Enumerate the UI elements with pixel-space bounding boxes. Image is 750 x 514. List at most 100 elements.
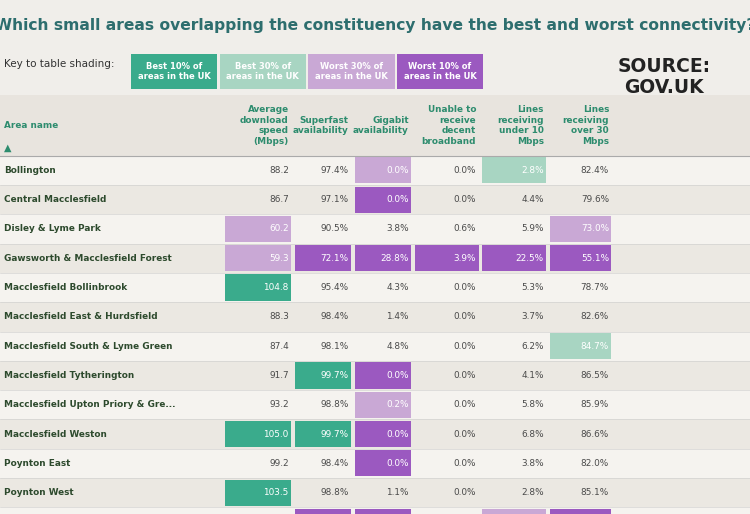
Text: 0.0%: 0.0% (386, 195, 409, 204)
FancyBboxPatch shape (355, 509, 411, 514)
Text: 60.2: 60.2 (269, 225, 289, 233)
Text: 0.6%: 0.6% (454, 225, 476, 233)
Text: 72.1%: 72.1% (321, 254, 349, 263)
Text: 85.1%: 85.1% (580, 488, 609, 497)
Text: Macclesfield Bollinbrook: Macclesfield Bollinbrook (4, 283, 127, 292)
Text: 87.4: 87.4 (269, 342, 289, 351)
FancyBboxPatch shape (131, 54, 218, 89)
Text: 0.0%: 0.0% (386, 166, 409, 175)
FancyBboxPatch shape (355, 187, 411, 213)
Text: 2.8%: 2.8% (521, 166, 544, 175)
Text: 4.8%: 4.8% (386, 342, 409, 351)
FancyBboxPatch shape (355, 450, 411, 476)
FancyBboxPatch shape (0, 478, 750, 507)
FancyBboxPatch shape (550, 509, 611, 514)
Text: 6.2%: 6.2% (521, 342, 544, 351)
FancyBboxPatch shape (295, 421, 351, 447)
Text: Macclesfield South & Lyme Green: Macclesfield South & Lyme Green (4, 342, 172, 351)
Text: 59.3: 59.3 (269, 254, 289, 263)
Text: 0.0%: 0.0% (454, 430, 476, 438)
FancyBboxPatch shape (355, 245, 411, 271)
FancyBboxPatch shape (397, 54, 483, 89)
Text: 0.2%: 0.2% (386, 400, 409, 409)
Text: Key to table shading:: Key to table shading: (4, 59, 114, 69)
Text: 55.1%: 55.1% (580, 254, 609, 263)
FancyBboxPatch shape (0, 419, 750, 449)
Text: 0.0%: 0.0% (454, 371, 476, 380)
FancyBboxPatch shape (225, 216, 291, 242)
Text: 0.0%: 0.0% (454, 488, 476, 497)
Text: 93.2: 93.2 (269, 400, 289, 409)
Text: Average
download
speed
(Mbps): Average download speed (Mbps) (240, 105, 289, 145)
FancyBboxPatch shape (550, 216, 611, 242)
Text: 28.8%: 28.8% (380, 254, 409, 263)
Text: 86.5%: 86.5% (580, 371, 609, 380)
Text: 0.0%: 0.0% (454, 166, 476, 175)
FancyBboxPatch shape (308, 54, 394, 89)
FancyBboxPatch shape (415, 245, 478, 271)
Text: 105.0: 105.0 (263, 430, 289, 438)
FancyBboxPatch shape (0, 214, 750, 244)
Text: 3.8%: 3.8% (386, 225, 409, 233)
Text: Worst 30% of
areas in the UK: Worst 30% of areas in the UK (315, 62, 388, 81)
FancyBboxPatch shape (355, 421, 411, 447)
Text: 3.8%: 3.8% (521, 459, 544, 468)
FancyBboxPatch shape (550, 245, 611, 271)
Text: 4.1%: 4.1% (521, 371, 544, 380)
FancyBboxPatch shape (482, 157, 546, 183)
Text: 4.3%: 4.3% (386, 283, 409, 292)
FancyBboxPatch shape (0, 244, 750, 273)
Text: Poynton East: Poynton East (4, 459, 70, 468)
Text: 84.7%: 84.7% (580, 342, 609, 351)
Text: 0.0%: 0.0% (454, 342, 476, 351)
FancyBboxPatch shape (0, 390, 750, 419)
Text: 97.4%: 97.4% (321, 166, 349, 175)
Text: 0.0%: 0.0% (454, 195, 476, 204)
Text: 5.8%: 5.8% (521, 400, 544, 409)
Text: 97.1%: 97.1% (321, 195, 349, 204)
Text: 99.7%: 99.7% (321, 430, 349, 438)
FancyBboxPatch shape (0, 302, 750, 332)
Text: 78.7%: 78.7% (580, 283, 609, 292)
Text: 1.4%: 1.4% (386, 313, 409, 321)
Text: Gigabit
availability: Gigabit availability (353, 116, 409, 135)
Text: 99.2: 99.2 (269, 459, 289, 468)
FancyBboxPatch shape (295, 509, 351, 514)
Text: 2.8%: 2.8% (521, 488, 544, 497)
FancyBboxPatch shape (355, 362, 411, 389)
Text: Bollington: Bollington (4, 166, 55, 175)
Text: 6.8%: 6.8% (521, 430, 544, 438)
Text: Poynton West: Poynton West (4, 488, 74, 497)
FancyBboxPatch shape (0, 185, 750, 214)
Text: 82.4%: 82.4% (580, 166, 609, 175)
Text: 3.7%: 3.7% (521, 313, 544, 321)
Text: Gawsworth & Macclesfield Forest: Gawsworth & Macclesfield Forest (4, 254, 172, 263)
FancyBboxPatch shape (225, 421, 291, 447)
Text: Macclesfield Upton Priory & Gre...: Macclesfield Upton Priory & Gre... (4, 400, 176, 409)
FancyBboxPatch shape (225, 245, 291, 271)
Text: Macclesfield East & Hurdsfield: Macclesfield East & Hurdsfield (4, 313, 158, 321)
FancyBboxPatch shape (220, 54, 306, 89)
Text: 98.8%: 98.8% (320, 488, 349, 497)
Text: Macclesfield Tytherington: Macclesfield Tytherington (4, 371, 134, 380)
Text: Worst 10% of
areas in the UK: Worst 10% of areas in the UK (404, 62, 476, 81)
Text: 73.0%: 73.0% (580, 225, 609, 233)
Text: 86.6%: 86.6% (580, 430, 609, 438)
Text: 0.0%: 0.0% (386, 430, 409, 438)
Text: 5.9%: 5.9% (521, 225, 544, 233)
Text: 88.2: 88.2 (268, 166, 289, 175)
Text: 85.9%: 85.9% (580, 400, 609, 409)
Text: 98.8%: 98.8% (320, 400, 349, 409)
FancyBboxPatch shape (0, 507, 750, 514)
FancyBboxPatch shape (295, 362, 351, 389)
Text: Best 10% of
areas in the UK: Best 10% of areas in the UK (138, 62, 211, 81)
FancyBboxPatch shape (0, 449, 750, 478)
Text: Unable to
receive
decent
broadband: Unable to receive decent broadband (422, 105, 476, 145)
Text: 99.7%: 99.7% (321, 371, 349, 380)
Text: 0.0%: 0.0% (386, 371, 409, 380)
FancyBboxPatch shape (295, 245, 351, 271)
Text: 4.4%: 4.4% (521, 195, 544, 204)
Text: 90.5%: 90.5% (321, 225, 349, 233)
Text: 88.3: 88.3 (268, 313, 289, 321)
Text: Which small areas overlapping the constituency have the best and worst connectiv: Which small areas overlapping the consti… (0, 18, 750, 33)
